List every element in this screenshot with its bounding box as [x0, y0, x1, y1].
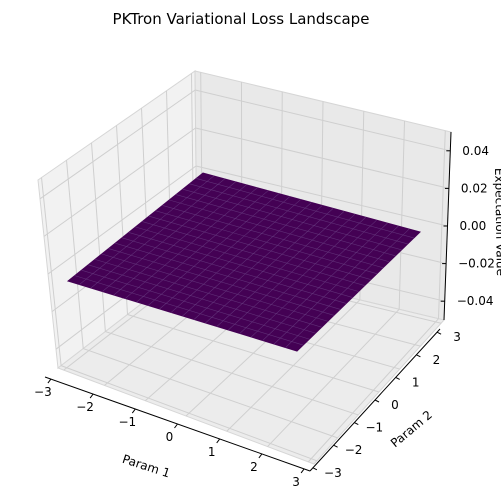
y-tick-mark	[395, 376, 400, 380]
y-tick-label: −2	[345, 443, 363, 457]
y-tick-label: −1	[365, 421, 383, 435]
grid-line	[43, 127, 196, 237]
surface-mesh-line	[216, 211, 345, 327]
y-tick-label: 1	[412, 375, 420, 389]
grid-line	[47, 165, 197, 275]
z-tick-label: 0.02	[461, 181, 488, 195]
x-tick-label: 2	[250, 460, 258, 474]
grid-line	[60, 365, 318, 462]
grid-line	[195, 127, 450, 189]
grid-line	[105, 331, 359, 416]
surface-mesh-line	[189, 183, 408, 245]
z-tick-label: 0.04	[462, 144, 489, 158]
grid-line	[127, 314, 380, 393]
chart-title: PKTron Variational Loss Landscape	[113, 10, 370, 28]
surface-mesh-line	[262, 222, 388, 341]
z-tick-label: −0.02	[458, 257, 495, 271]
surface-mesh-line	[182, 188, 402, 251]
surface-mesh-line	[228, 214, 356, 331]
y-tick-label: −3	[324, 466, 342, 480]
x-tick-mark	[89, 393, 94, 399]
y-tick-mark	[312, 467, 318, 471]
y-tick-mark	[374, 399, 380, 403]
x-tick-mark	[258, 453, 263, 459]
surface-mesh-line	[135, 226, 359, 292]
x-tick-labels: −3 −2 −1 0 1 2 3	[34, 378, 305, 489]
y-axis-label: Param 2	[388, 408, 435, 451]
surface-mesh-line	[250, 219, 377, 338]
y-tick-mark	[333, 444, 338, 448]
surface-plot	[66, 172, 421, 352]
y-tick-mark	[436, 331, 442, 335]
x-tick-mark	[47, 378, 52, 384]
x-tick-mark	[174, 423, 178, 429]
surface-mesh-line	[196, 178, 414, 239]
x-tick-label: −1	[118, 415, 136, 429]
surface-mesh-line	[162, 205, 384, 268]
surface-mesh-line	[142, 221, 365, 286]
surface-mesh-line	[175, 194, 396, 257]
x-tick-label: 1	[208, 445, 216, 459]
grid-line	[83, 348, 338, 439]
z-tick-labels: −0.04 −0.02 0.00 0.02 0.04	[440, 144, 495, 308]
surface-mesh-line	[169, 199, 390, 263]
surface-mesh-line	[155, 210, 378, 274]
z-axis-label: Expectation Value	[492, 168, 501, 276]
z-tick-label: 0.00	[460, 219, 487, 233]
x-tick-label: −3	[34, 385, 52, 399]
y-tick-mark	[354, 422, 359, 426]
x-tick-mark	[300, 468, 305, 474]
surface-mesh-line	[285, 228, 410, 348]
y-tick-label: 3	[453, 330, 461, 344]
surface-mesh-line	[273, 225, 399, 345]
y-tick-label: 2	[433, 353, 441, 367]
y-tick-label: 0	[391, 398, 399, 412]
grid-line	[39, 89, 196, 200]
x-tick-mark	[216, 438, 221, 444]
surface-mesh-line	[148, 215, 371, 280]
surface-mesh-line	[205, 208, 334, 324]
grid-line	[195, 89, 451, 152]
x-tick-label: 3	[292, 475, 300, 489]
y-tick-mark	[416, 354, 421, 358]
z-tick-label: −0.04	[457, 294, 494, 308]
x-axis-label: Param 1	[121, 452, 172, 481]
grid-line	[195, 165, 448, 227]
x-tick-label: −2	[76, 400, 94, 414]
x-tick-mark	[131, 408, 136, 414]
surface-mesh-line	[239, 217, 366, 334]
x-tick-label: 0	[166, 430, 174, 444]
surface-mesh-line	[193, 205, 323, 320]
